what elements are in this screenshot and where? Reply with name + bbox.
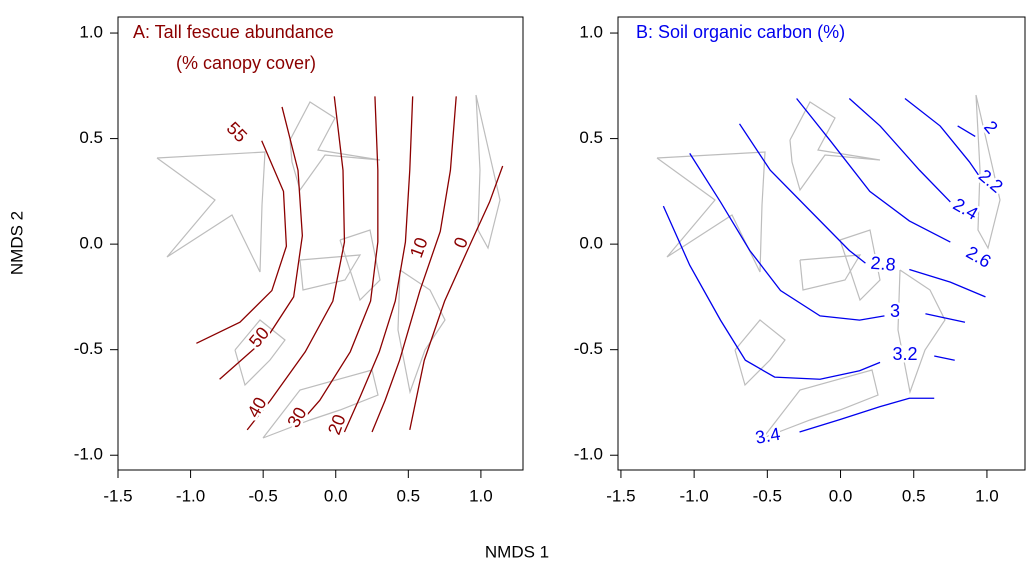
site-hull bbox=[262, 369, 379, 439]
contour-line bbox=[848, 97, 951, 203]
y-tick-label: -0.5 bbox=[574, 339, 603, 358]
contour-label: 0 bbox=[450, 234, 472, 250]
contour-line bbox=[957, 125, 976, 138]
contour-label: 20 bbox=[324, 412, 350, 438]
y-tick-label: 0.5 bbox=[579, 128, 603, 147]
site-hull bbox=[339, 229, 381, 302]
contour-label: 40 bbox=[243, 394, 270, 421]
y-axis-label: NMDS 2 bbox=[7, 211, 26, 275]
contour-line bbox=[298, 96, 379, 424]
y-tick-label: 1.0 bbox=[79, 23, 103, 42]
contour-line bbox=[738, 123, 866, 264]
contour-line bbox=[925, 313, 966, 323]
contour-line bbox=[799, 397, 935, 433]
x-tick-label: -0.5 bbox=[249, 486, 278, 505]
y-tick-label: -1.0 bbox=[74, 445, 103, 464]
contour-line bbox=[904, 97, 981, 177]
y-tick-label: 1.0 bbox=[579, 23, 603, 42]
x-tick-label: -1.0 bbox=[176, 486, 205, 505]
contour-line bbox=[662, 205, 881, 380]
x-tick-label: 1.0 bbox=[975, 486, 999, 505]
site-hull bbox=[289, 101, 381, 192]
y-tick-label: -1.0 bbox=[574, 445, 603, 464]
panel-title: A: Tall fescue abundance bbox=[133, 22, 334, 42]
panel-title: B: Soil organic carbon (%) bbox=[636, 22, 845, 42]
contour-line bbox=[409, 165, 504, 431]
contour-line bbox=[343, 96, 414, 433]
site-hulls bbox=[656, 94, 1001, 439]
x-tick-label: -1.5 bbox=[103, 486, 132, 505]
plot-frame bbox=[617, 16, 1026, 471]
contour-line bbox=[196, 140, 288, 344]
x-tick-label: 0.0 bbox=[829, 486, 853, 505]
y-tick-label: 0.0 bbox=[579, 234, 603, 253]
site-hull bbox=[397, 269, 446, 395]
contour-label: 2.8 bbox=[870, 253, 897, 275]
y-tick-label: 0.0 bbox=[79, 234, 103, 253]
y-tick-label: -0.5 bbox=[74, 339, 103, 358]
contour-line bbox=[909, 268, 986, 298]
contour-line bbox=[689, 153, 885, 321]
contour-line bbox=[371, 96, 457, 433]
plot-frame bbox=[117, 16, 524, 471]
contour-line bbox=[246, 96, 346, 431]
panel-title: (% canopy cover) bbox=[176, 53, 316, 73]
site-hull bbox=[156, 151, 266, 273]
contour-label: 3 bbox=[890, 301, 900, 321]
x-tick-label: -1.0 bbox=[679, 486, 708, 505]
x-tick-label: -1.5 bbox=[606, 486, 635, 505]
contour-label: 3.4 bbox=[754, 424, 782, 448]
x-tick-label: -0.5 bbox=[753, 486, 782, 505]
contour-label: 2.6 bbox=[963, 242, 995, 272]
x-axis-label: NMDS 1 bbox=[485, 542, 549, 561]
x-tick-label: 0.0 bbox=[324, 486, 348, 505]
contour-label: 10 bbox=[406, 235, 432, 261]
contour-label: 30 bbox=[283, 404, 310, 431]
contour-label: 55 bbox=[223, 118, 251, 146]
site-hull bbox=[299, 254, 362, 291]
contour-label: 2.4 bbox=[950, 194, 982, 224]
contour-label: 2 bbox=[980, 117, 1002, 138]
x-tick-label: 0.5 bbox=[397, 486, 421, 505]
contour-line bbox=[934, 355, 955, 361]
y-tick-label: 0.5 bbox=[79, 128, 103, 147]
contour-line bbox=[219, 106, 304, 380]
contour-label: 3.2 bbox=[892, 344, 917, 364]
x-tick-label: 0.5 bbox=[902, 486, 926, 505]
site-hull bbox=[234, 319, 286, 387]
contour-line bbox=[796, 98, 951, 243]
x-tick-label: 1.0 bbox=[469, 486, 493, 505]
